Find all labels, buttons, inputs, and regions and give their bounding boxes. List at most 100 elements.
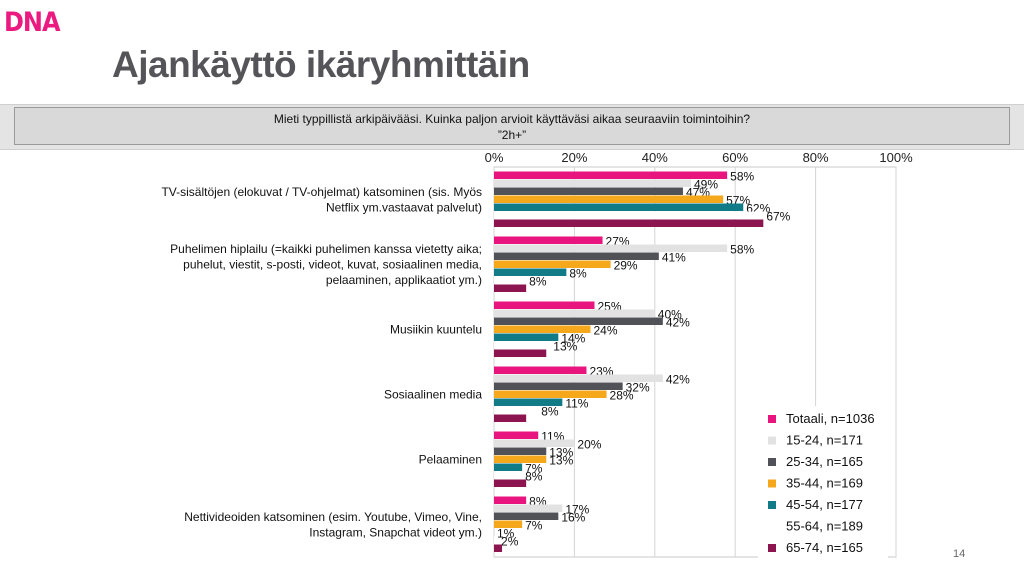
data-label: 2% bbox=[501, 535, 519, 549]
legend-label: 25-34, n=165 bbox=[786, 454, 863, 469]
x-tick-label: 0% bbox=[485, 150, 504, 165]
legend-swatch bbox=[768, 522, 776, 531]
bar bbox=[494, 520, 523, 528]
data-label: 13% bbox=[549, 454, 573, 468]
bar bbox=[494, 374, 663, 382]
x-tick-label: 20% bbox=[561, 150, 587, 165]
legend-swatch bbox=[768, 479, 776, 488]
data-label: 58% bbox=[730, 170, 754, 184]
legend-label: 65-74, n=165 bbox=[786, 540, 863, 555]
bar bbox=[494, 268, 567, 276]
x-tick-label: 40% bbox=[642, 150, 668, 165]
bar bbox=[494, 536, 499, 544]
legend-swatch bbox=[768, 501, 776, 509]
legend-label: 55-64, n=189 bbox=[786, 519, 863, 534]
data-label: 41% bbox=[662, 251, 686, 265]
data-label: 8% bbox=[569, 267, 587, 281]
data-label: 13% bbox=[553, 340, 577, 354]
bar bbox=[494, 398, 563, 406]
data-label: 42% bbox=[666, 316, 690, 330]
bar bbox=[494, 390, 607, 398]
legend-label: 35-44, n=169 bbox=[786, 476, 863, 491]
data-label: 49% bbox=[694, 178, 718, 192]
category-label: puhelut, viestit, s-posti, videot, kuvat… bbox=[183, 258, 482, 272]
legend-label: 45-54, n=177 bbox=[786, 497, 863, 512]
bar bbox=[494, 431, 539, 439]
bar bbox=[494, 325, 591, 333]
data-label: 16% bbox=[561, 511, 585, 525]
bar bbox=[494, 244, 728, 252]
bar bbox=[494, 179, 691, 187]
bar bbox=[494, 455, 547, 463]
x-tick-label: 80% bbox=[803, 150, 829, 165]
bar bbox=[494, 447, 547, 455]
data-label: 40% bbox=[658, 308, 682, 322]
category-label: pelaaminen, applikaatiot ym.) bbox=[326, 273, 482, 287]
question-box: Mieti typpillistä arkipäivääsi. Kuinka p… bbox=[14, 107, 1010, 145]
category-label: Nettivideoiden katsominen (esim. Youtube… bbox=[184, 510, 482, 524]
data-label: 7% bbox=[525, 462, 543, 476]
bar bbox=[494, 211, 764, 219]
bar bbox=[494, 439, 575, 447]
bar bbox=[494, 333, 559, 341]
question-band: Mieti typpillistä arkipäivääsi. Kuinka p… bbox=[0, 104, 1024, 150]
page-title: Ajankäyttö ikäryhmittäin bbox=[112, 44, 530, 85]
data-label: 14% bbox=[561, 332, 585, 346]
bar bbox=[494, 236, 603, 244]
legend-label: Totaali, n=1036 bbox=[786, 411, 875, 426]
data-label: 29% bbox=[614, 259, 638, 273]
category-label: Instagram, Snapchat videot ym.) bbox=[309, 525, 482, 539]
category-label: Netflix ym.vastaavat palvelut) bbox=[326, 200, 482, 214]
data-label: 8% bbox=[525, 470, 543, 484]
data-label: 67% bbox=[766, 210, 790, 224]
bar bbox=[494, 504, 563, 512]
bar bbox=[494, 463, 523, 471]
question-text: Mieti typpillistä arkipäivääsi. Kuinka p… bbox=[273, 112, 751, 126]
bar bbox=[494, 544, 503, 552]
bar bbox=[494, 301, 595, 309]
bar bbox=[494, 349, 547, 357]
data-label: 13% bbox=[549, 446, 573, 460]
bar bbox=[494, 317, 663, 325]
page-number: 14 bbox=[953, 548, 966, 560]
category-label: TV-sisältöjen (elokuvat / TV-ohjelmat) k… bbox=[161, 185, 482, 199]
data-label: 28% bbox=[610, 389, 634, 403]
bar bbox=[494, 219, 764, 227]
bar bbox=[494, 496, 527, 504]
legend-box bbox=[758, 406, 888, 561]
bar bbox=[494, 406, 539, 414]
legend-swatch bbox=[768, 458, 776, 466]
bar bbox=[494, 414, 527, 422]
bar bbox=[494, 252, 659, 260]
bar bbox=[494, 309, 655, 317]
data-label: 42% bbox=[666, 373, 690, 387]
legend-label: 15-24, n=171 bbox=[786, 433, 863, 448]
category-label: Pelaaminen bbox=[419, 453, 482, 467]
category-label: Puhelimen hiplailu (=kaikki puhelimen ka… bbox=[170, 242, 482, 256]
bar bbox=[494, 203, 744, 211]
bar bbox=[494, 479, 527, 487]
bar bbox=[494, 171, 728, 179]
bar bbox=[494, 341, 551, 349]
category-label: Sosiaalinen media bbox=[384, 388, 482, 402]
data-label: 24% bbox=[593, 324, 617, 338]
bar bbox=[494, 284, 527, 292]
bar bbox=[494, 382, 623, 390]
data-label: 32% bbox=[626, 381, 650, 395]
data-label: 8% bbox=[529, 275, 547, 289]
bar bbox=[494, 187, 683, 195]
bar bbox=[494, 512, 559, 520]
bar bbox=[494, 471, 523, 479]
category-label: Musiikin kuuntelu bbox=[390, 323, 482, 337]
x-tick-label: 60% bbox=[722, 150, 748, 165]
data-label: 8% bbox=[541, 405, 559, 419]
bar bbox=[494, 276, 527, 284]
legend-swatch bbox=[768, 436, 776, 445]
dna-logo: DNA bbox=[4, 6, 61, 38]
data-label: 20% bbox=[577, 438, 601, 452]
data-label: 7% bbox=[525, 519, 543, 533]
data-label: 58% bbox=[730, 243, 754, 257]
bar bbox=[494, 366, 587, 374]
data-label: 1% bbox=[497, 527, 515, 541]
